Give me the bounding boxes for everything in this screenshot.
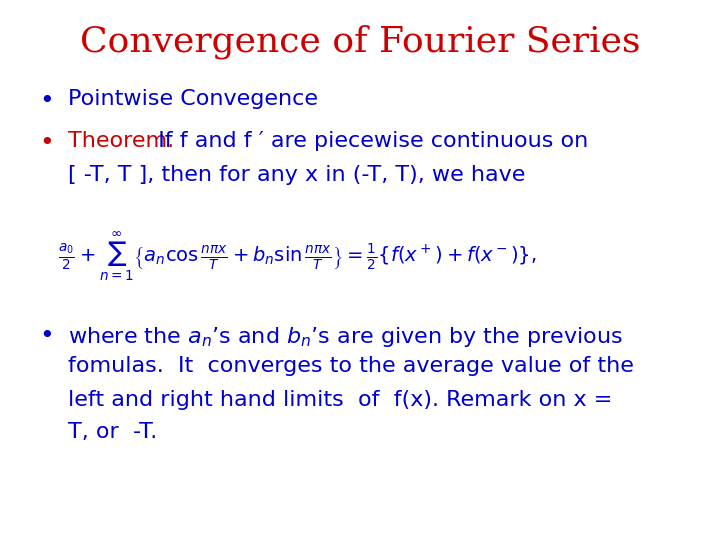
Text: •: • <box>40 89 54 113</box>
Text: Convergence of Fourier Series: Convergence of Fourier Series <box>80 24 640 59</box>
Text: T, or  -T.: T, or -T. <box>68 422 158 442</box>
Text: where the $a_n$’s and $b_n$’s are given by the previous: where the $a_n$’s and $b_n$’s are given … <box>68 324 624 349</box>
Text: •: • <box>40 324 54 348</box>
Text: Pointwise Convegence: Pointwise Convegence <box>68 89 318 109</box>
Text: Theorem.: Theorem. <box>68 131 174 151</box>
Text: •: • <box>40 131 54 154</box>
Text: $\frac{a_0}{2} + \sum_{n=1}^{\infty}\left\{a_n \cos\frac{n\pi x}{T} + b_n \sin\f: $\frac{a_0}{2} + \sum_{n=1}^{\infty}\lef… <box>58 230 536 282</box>
Text: [ -T, T ], then for any x in (-T, T), we have: [ -T, T ], then for any x in (-T, T), we… <box>68 165 526 185</box>
Text: left and right hand limits  of  f(x). Remark on x =: left and right hand limits of f(x). Rema… <box>68 390 613 410</box>
Text: fomulas.  It  converges to the average value of the: fomulas. It converges to the average val… <box>68 356 634 376</box>
Text: If f and f ′ are piecewise continuous on: If f and f ′ are piecewise continuous on <box>144 131 588 151</box>
